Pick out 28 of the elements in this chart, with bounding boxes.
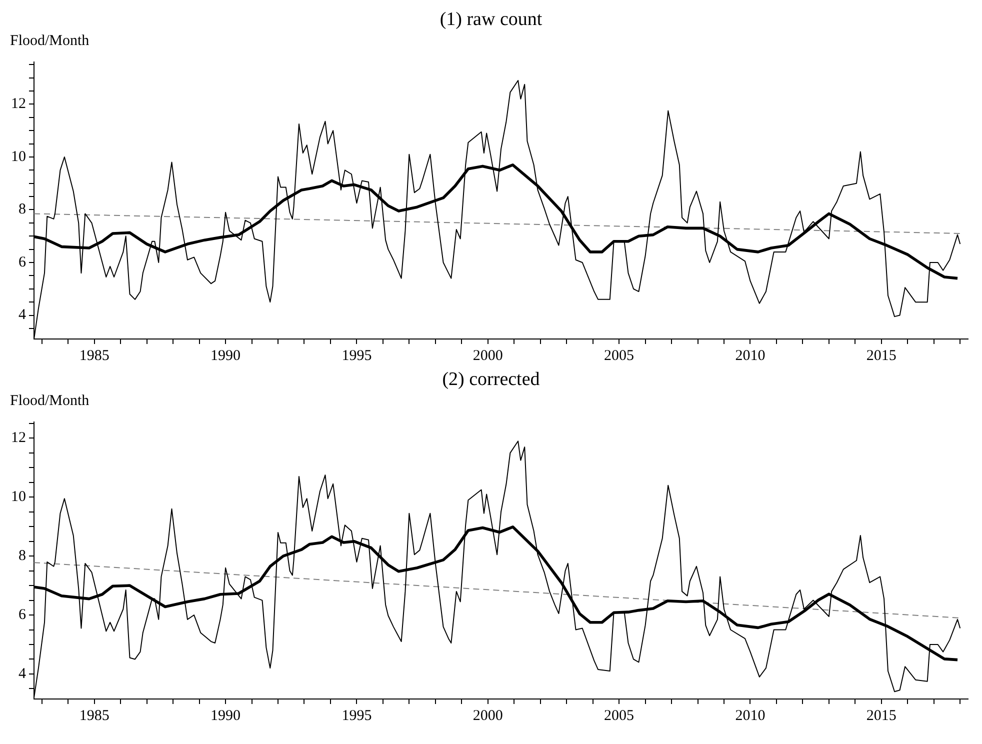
chart-title: (2) corrected xyxy=(441,368,541,392)
x-tick-label: 1985 xyxy=(79,348,110,364)
x-tick-label: 2015 xyxy=(866,348,896,364)
x-tick-label: 1990 xyxy=(210,708,241,724)
x-tick-label: 2005 xyxy=(604,708,634,724)
y-tick-label: 6 xyxy=(18,606,26,623)
y-axis-title: Flood/Month xyxy=(9,32,90,50)
y-tick-label: 4 xyxy=(18,307,26,324)
y-axis-title: Flood/Month xyxy=(9,392,90,410)
y-tick-label: 6 xyxy=(18,254,26,270)
x-tick-label: 2005 xyxy=(604,348,634,364)
y-tick-label: 4 xyxy=(18,666,26,682)
x-tick-label: 1990 xyxy=(210,348,241,364)
x-tick-label: 2015 xyxy=(866,708,896,724)
x-tick-label: 2000 xyxy=(472,348,503,364)
y-tick-label: 8 xyxy=(18,202,26,218)
x-tick-label: 1995 xyxy=(342,708,372,724)
chart-title: (1) raw count xyxy=(438,8,544,32)
x-tick-label: 2010 xyxy=(735,348,766,364)
y-tick-label: 10 xyxy=(11,148,26,165)
y-tick-label: 12 xyxy=(11,430,26,446)
x-tick-label: 1985 xyxy=(79,708,110,724)
x-tick-label: 2000 xyxy=(472,708,503,724)
x-tick-label: 2010 xyxy=(735,708,766,724)
y-tick-label: 12 xyxy=(11,96,26,112)
y-tick-label: 8 xyxy=(18,548,26,564)
x-tick-label: 1995 xyxy=(342,348,372,364)
y-tick-label: 10 xyxy=(11,489,26,506)
